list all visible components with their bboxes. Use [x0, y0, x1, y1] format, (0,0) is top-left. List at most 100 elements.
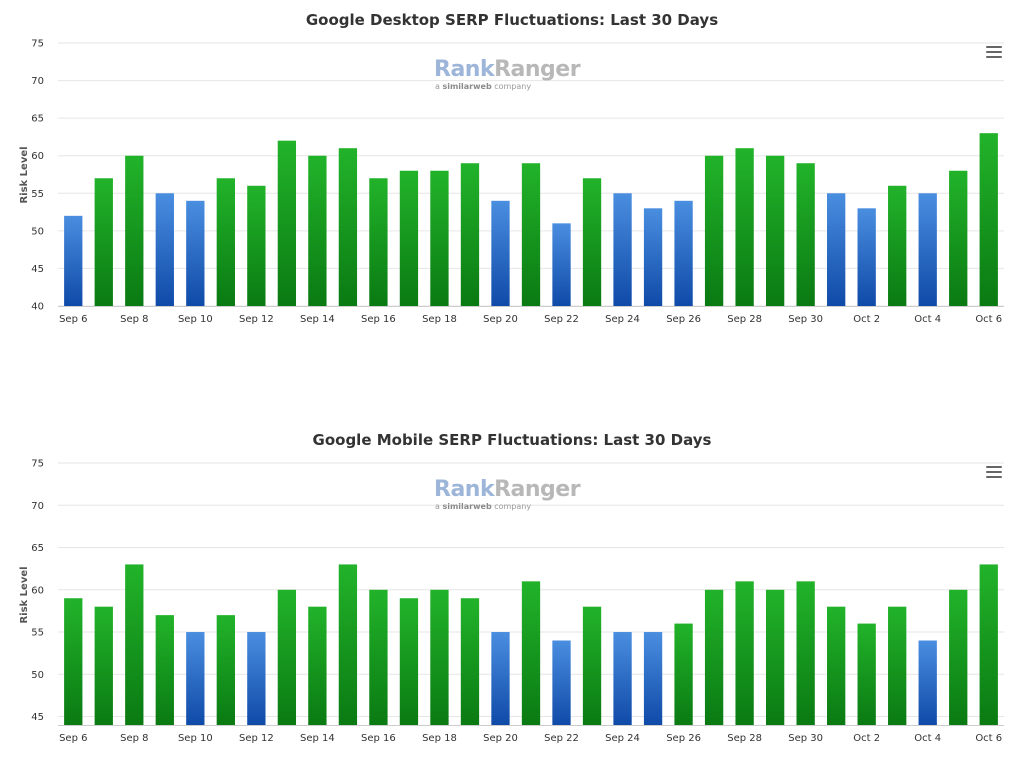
bar[interactable]: [827, 606, 846, 725]
x-tick-label: Sep 14: [300, 733, 335, 744]
y-tick-label: 70: [31, 76, 44, 87]
x-tick-label: Sep 20: [483, 314, 518, 325]
bar[interactable]: [155, 615, 174, 725]
bar[interactable]: [125, 155, 144, 306]
chart-title: Google Desktop SERP Fluctuations: Last 3…: [305, 11, 719, 29]
bar[interactable]: [735, 581, 754, 725]
x-tick-label: Sep 12: [239, 733, 274, 744]
bar[interactable]: [155, 193, 174, 306]
bar[interactable]: [247, 185, 266, 306]
bar[interactable]: [430, 589, 449, 725]
x-tick-label: Sep 24: [605, 733, 640, 744]
bar[interactable]: [796, 581, 815, 725]
x-tick-label: Sep 6: [59, 314, 87, 325]
x-tick-label: Sep 26: [666, 733, 701, 744]
bar[interactable]: [888, 185, 907, 306]
bar[interactable]: [949, 170, 968, 306]
x-tick-label: Sep 18: [422, 314, 457, 325]
y-tick-label: 60: [31, 151, 44, 162]
bar[interactable]: [491, 632, 510, 725]
bar[interactable]: [918, 193, 937, 306]
bar[interactable]: [735, 148, 754, 306]
bar[interactable]: [94, 606, 113, 725]
bar[interactable]: [918, 640, 937, 725]
bar[interactable]: [521, 581, 541, 725]
bar[interactable]: [460, 163, 480, 306]
x-tick-label: Sep 6: [59, 733, 87, 744]
bar[interactable]: [949, 589, 968, 725]
bar[interactable]: [64, 598, 83, 725]
bar[interactable]: [979, 133, 998, 306]
bar[interactable]: [94, 178, 113, 306]
x-tick-label: Oct 4: [914, 733, 941, 744]
bar[interactable]: [491, 200, 510, 306]
logo-tagline-pre: a: [435, 82, 443, 91]
bar[interactable]: [338, 148, 358, 306]
bar[interactable]: [857, 208, 876, 306]
bar[interactable]: [643, 208, 663, 306]
bar[interactable]: [888, 606, 907, 725]
bar[interactable]: [613, 632, 632, 725]
bar[interactable]: [247, 632, 266, 725]
bar[interactable]: [186, 200, 205, 306]
bar[interactable]: [430, 170, 449, 306]
x-tick-label: Oct 6: [975, 314, 1002, 325]
bar[interactable]: [369, 589, 388, 725]
bar[interactable]: [552, 640, 571, 725]
bar[interactable]: [399, 598, 419, 725]
hamburger-menu-icon[interactable]: [986, 466, 1002, 478]
y-tick-label: 55: [31, 189, 44, 200]
y-tick-label: 70: [31, 501, 44, 512]
bar[interactable]: [338, 564, 358, 725]
bar[interactable]: [216, 615, 235, 725]
x-tick-label: Oct 2: [853, 314, 880, 325]
bar[interactable]: [765, 589, 785, 725]
bar[interactable]: [521, 163, 541, 306]
bar[interactable]: [796, 163, 815, 306]
bar[interactable]: [369, 178, 388, 306]
x-tick-label: Sep 22: [544, 733, 579, 744]
bar[interactable]: [216, 178, 235, 306]
bar[interactable]: [582, 606, 602, 725]
x-tick-label: Sep 16: [361, 733, 396, 744]
bar[interactable]: [643, 632, 663, 725]
bar[interactable]: [704, 155, 724, 306]
bar[interactable]: [582, 178, 602, 306]
bar[interactable]: [277, 140, 297, 306]
y-tick-label: 75: [31, 39, 44, 50]
x-tick-label: Sep 10: [178, 314, 213, 325]
y-tick-label: 50: [31, 226, 44, 237]
x-tick-label: Sep 26: [666, 314, 701, 325]
bar[interactable]: [64, 215, 83, 306]
bar[interactable]: [613, 193, 632, 306]
bar[interactable]: [827, 193, 846, 306]
hamburger-menu-icon[interactable]: [986, 46, 1002, 58]
logo-brand-a: Rank: [434, 477, 495, 502]
bar[interactable]: [308, 606, 327, 725]
bar[interactable]: [552, 223, 571, 306]
x-tick-label: Oct 6: [975, 733, 1002, 744]
bar[interactable]: [979, 564, 998, 725]
y-tick-label: 60: [31, 585, 44, 596]
y-tick-label: 55: [31, 628, 44, 639]
bar[interactable]: [308, 155, 327, 306]
x-tick-label: Sep 28: [727, 314, 762, 325]
y-tick-label: 45: [31, 712, 44, 723]
bar[interactable]: [674, 623, 693, 725]
mobile-chart-panel: 45 50 55 60 65 70 75 Risk Level Sep 6 Sep 8 Sep 10…: [0, 420, 1024, 762]
x-tick-label: Oct 2: [853, 733, 880, 744]
bar[interactable]: [125, 564, 144, 725]
mobile-chart-svg: 45 50 55 60 65 70 75 Risk Level Sep 6 Sep 8 Sep 10…: [19, 459, 1004, 744]
logo-tagline-post: company: [491, 82, 532, 91]
bar[interactable]: [674, 200, 693, 306]
bar[interactable]: [399, 170, 419, 306]
chart-title: Google Mobile SERP Fluctuations: Last 30…: [312, 431, 712, 449]
bar[interactable]: [460, 598, 480, 725]
bar[interactable]: [277, 589, 297, 725]
bar[interactable]: [765, 155, 785, 306]
bar[interactable]: [704, 589, 724, 725]
x-tick-label: Sep 10: [178, 733, 213, 744]
bar[interactable]: [186, 632, 205, 725]
x-tick-label: Sep 24: [605, 314, 640, 325]
bar[interactable]: [857, 623, 876, 725]
